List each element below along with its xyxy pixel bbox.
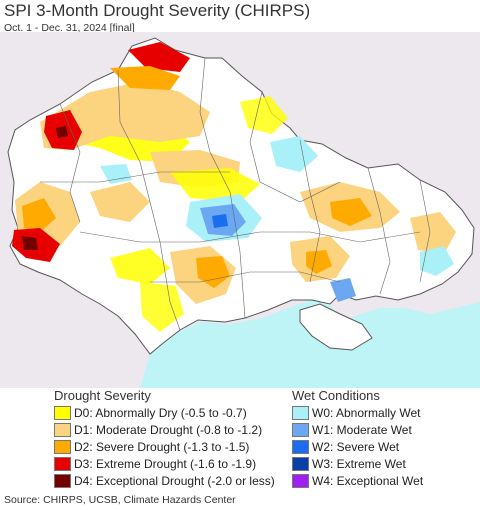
wet-legend-title: Wet Conditions [292, 388, 380, 403]
drought-patches [12, 42, 456, 332]
legend-label: D2: Severe Drought (-1.3 to -1.5) [74, 440, 250, 454]
legend-swatch [54, 406, 71, 420]
w0-area [420, 246, 454, 276]
d2-area [110, 66, 180, 90]
legend-label: W4: Exceptional Wet [312, 474, 424, 488]
wet-patches [100, 136, 454, 302]
d1-area [410, 212, 456, 254]
legend-swatch [292, 440, 309, 454]
d1-area [40, 82, 210, 150]
d0-area [140, 282, 184, 332]
legend-swatch [292, 457, 309, 471]
drought-legend-item: D3: Extreme Drought (-1.6 to -1.9) [54, 456, 256, 472]
legend-label: D0: Abnormally Dry (-0.5 to -0.7) [74, 406, 247, 420]
drought-map [0, 32, 480, 388]
source-credit: Source: CHIRPS, UCSB, Climate Hazards Ce… [4, 494, 236, 506]
drought-legend-item: D2: Severe Drought (-1.3 to -1.5) [54, 439, 249, 455]
d4-area [22, 236, 38, 250]
legend-label: D3: Extreme Drought (-1.6 to -1.9) [74, 457, 257, 471]
wet-legend-item: W2: Severe Wet [292, 439, 399, 455]
legend-swatch [292, 423, 309, 437]
legend-label: W3: Extreme Wet [312, 457, 406, 471]
legend-label: D4: Exceptional Drought (-2.0 or less) [74, 474, 275, 488]
crimea-land [299, 303, 373, 351]
legend: Drought Severity D0: Abnormally Dry (-0.… [0, 388, 480, 490]
legend-swatch [54, 423, 71, 437]
legend-swatch [54, 474, 71, 488]
black-sea [140, 300, 480, 388]
d0-area [110, 248, 170, 284]
legend-swatch [54, 440, 71, 454]
w0-area [100, 164, 132, 184]
d1-area [90, 182, 150, 222]
legend-label: D1: Moderate Drought (-0.8 to -1.2) [74, 423, 263, 437]
drought-legend-title: Drought Severity [54, 388, 151, 403]
legend-swatch [292, 406, 309, 420]
drought-legend-item: D1: Moderate Drought (-0.8 to -1.2) [54, 422, 262, 438]
w0-area [270, 136, 318, 172]
legend-label: W1: Moderate Wet [312, 423, 412, 437]
region-borders [40, 57, 431, 331]
d0-area [170, 168, 260, 202]
d0-area [240, 96, 288, 134]
d2-area [22, 198, 56, 232]
wet-legend-item: W4: Exceptional Wet [292, 473, 423, 489]
w2-area [212, 214, 228, 228]
wet-legend-item: W0: Abnormally Wet [292, 405, 420, 421]
legend-label: W2: Severe Wet [312, 440, 400, 454]
legend-label: W0: Abnormally Wet [312, 406, 421, 420]
map-date-range: Oct. 1 - Dec. 31, 2024 [final] [4, 22, 135, 34]
d4-area [56, 126, 68, 138]
wet-legend-item: W3: Extreme Wet [292, 456, 406, 472]
map-title: SPI 3-Month Drought Severity (CHIRPS) [4, 1, 311, 20]
legend-swatch [54, 457, 71, 471]
d3-area [128, 42, 190, 72]
drought-legend-item: D4: Exceptional Drought (-2.0 or less) [54, 473, 275, 489]
legend-swatch [292, 474, 309, 488]
w1-area [330, 278, 356, 302]
drought-legend-item: D0: Abnormally Dry (-0.5 to -0.7) [54, 405, 247, 421]
d2-area [330, 198, 372, 226]
d2-area [196, 256, 230, 288]
wet-legend-item: W1: Moderate Wet [292, 422, 412, 438]
